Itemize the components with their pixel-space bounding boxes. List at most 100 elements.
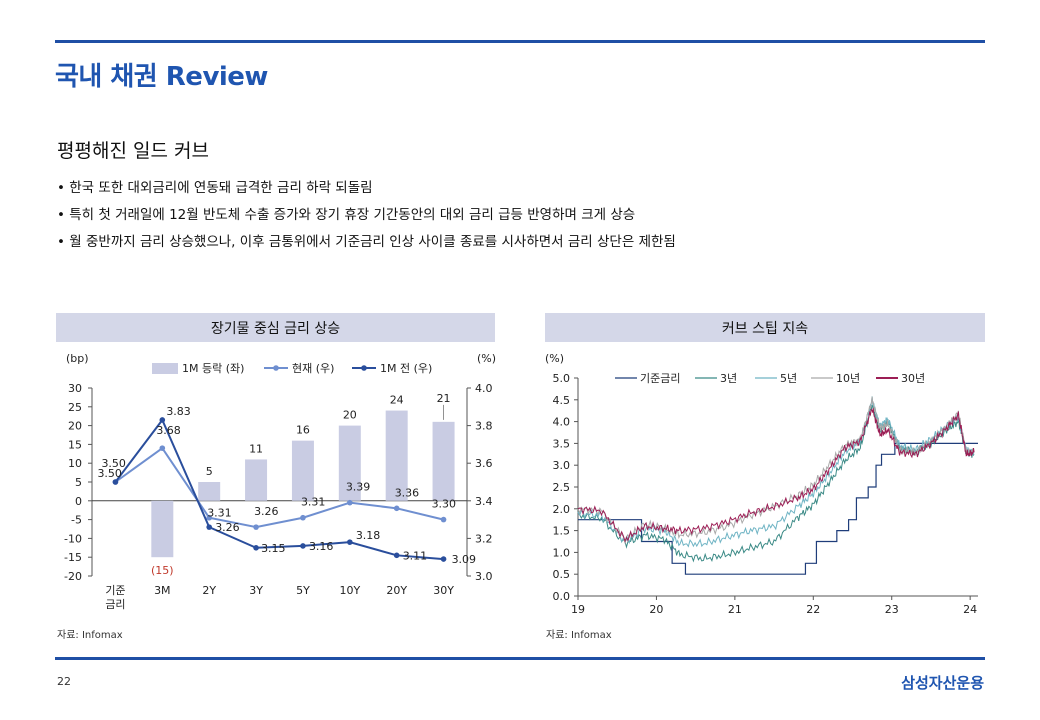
right-chart-header: 커브 스팁 지속 xyxy=(545,313,985,342)
series-point-1 xyxy=(440,516,447,523)
left-tick-label: -20 xyxy=(64,570,82,583)
left-chart-header: 장기물 중심 금리 상승 xyxy=(56,313,495,342)
series-point-2 xyxy=(112,479,119,485)
x-tick-label: 22 xyxy=(806,603,820,616)
x-tick-label: 23 xyxy=(885,603,899,616)
bar-data-label: 5 xyxy=(206,465,213,478)
left-chart-source: 자료: Infomax xyxy=(57,630,123,641)
legend-label-2: 5년 xyxy=(780,372,797,385)
current-data-label: 3.26 xyxy=(254,505,279,518)
current-data-label: 3.68 xyxy=(156,424,181,437)
legend-label-3: 10년 xyxy=(836,372,860,385)
left-tick-label: 5 xyxy=(75,476,82,489)
y-tick-label: 4.5 xyxy=(553,394,571,407)
bar-3 xyxy=(245,459,268,501)
series-line-4 xyxy=(577,408,975,543)
y-tick-label: 2.5 xyxy=(553,481,571,494)
left-chart: (bp) (%) -20 -15 -10 -5 0 5 10 15 20 25 30 3.0 3.2 3.4 3… xyxy=(64,352,496,611)
left-tick-label: -10 xyxy=(64,532,82,545)
left-tick-label: 25 xyxy=(68,401,82,414)
prev-data-label: 3.11 xyxy=(403,549,428,562)
y-tick-label: 1.0 xyxy=(553,546,571,559)
y-tick-label: 3.5 xyxy=(553,437,571,450)
x-tick-label: 20 xyxy=(649,603,663,616)
bar-5 xyxy=(338,425,361,501)
x-category-label: 30Y xyxy=(433,584,454,597)
x-category-label: 2Y xyxy=(202,584,216,597)
series-point-2 xyxy=(393,552,400,559)
series-point-2 xyxy=(440,556,447,562)
y-tick-label: 3.0 xyxy=(553,459,571,472)
series-point-2 xyxy=(206,524,212,530)
y-tick-label: 0.0 xyxy=(553,590,571,603)
series-line-1 xyxy=(114,446,444,529)
x-category-label: 3M xyxy=(154,584,171,597)
right-tick-label: 3.8 xyxy=(475,420,493,433)
right-chart: (%) 0.0 0.5 1.0 1.5 2.0 2.5 3.0 3.5 4.0 4.5 5.0 19 20… xyxy=(545,352,978,616)
x-category-label: 금리 xyxy=(105,598,125,611)
prev-data-label: 3.83 xyxy=(166,405,191,418)
x-tick-label: 21 xyxy=(728,603,742,616)
x-tick-label: 19 xyxy=(571,603,585,616)
y-tick-label: 2.0 xyxy=(553,503,571,516)
bar-4 xyxy=(291,440,314,501)
y-tick-label: 0.5 xyxy=(553,568,571,581)
page-title: 국내 채권 Review xyxy=(55,62,268,92)
y-tick-label: 1.5 xyxy=(553,525,571,538)
bar-data-label: 20 xyxy=(343,409,357,422)
right-axis-unit: (%) xyxy=(477,352,496,365)
bullet-list: 한국 또한 대외금리에 연동돼 급격한 금리 하락 되돌림 특히 첫 거래일에 … xyxy=(57,175,676,256)
bullet-item-1: 한국 또한 대외금리에 연동돼 급격한 금리 하락 되돌림 xyxy=(57,175,676,202)
left-tick-label: -5 xyxy=(71,514,82,527)
left-tick-label: 15 xyxy=(68,438,82,451)
right-chart-source: 자료: Infomax xyxy=(546,630,612,641)
legend-current-label: 현재 (우) xyxy=(292,362,334,375)
current-data-label: 3.30 xyxy=(432,498,457,511)
series-point-2 xyxy=(300,543,306,549)
prev-data-label: 3.50 xyxy=(97,467,122,480)
series-point-1 xyxy=(393,505,400,512)
series-point-2 xyxy=(347,539,353,545)
right-tick-label: 3.4 xyxy=(475,495,493,508)
bullet-item-3: 월 중반까지 금리 상승했으나, 이후 금통위에서 기준금리 인상 사이클 종료… xyxy=(57,229,676,256)
series-line-3 xyxy=(577,396,975,544)
current-data-label: 3.31 xyxy=(301,496,326,509)
bar-data-label: (15) xyxy=(151,564,174,577)
prev-data-label: 3.16 xyxy=(309,540,334,553)
legend-label-1: 3년 xyxy=(720,372,737,385)
series-point-1 xyxy=(300,514,306,521)
left-axis-unit: (bp) xyxy=(66,352,89,365)
left-tick-label: 0 xyxy=(75,495,82,508)
x-category-label: 5Y xyxy=(296,584,310,597)
bar-6 xyxy=(385,410,408,501)
current-data-label: 3.50 xyxy=(101,457,126,470)
series-point-1 xyxy=(253,524,259,530)
page-number: 22 xyxy=(57,675,71,688)
bar-2 xyxy=(198,482,221,501)
right-tick-label: 3.2 xyxy=(475,532,493,545)
right-tick-label: 3.0 xyxy=(475,570,493,583)
bar-data-label: 16 xyxy=(296,424,310,437)
prev-data-label: 3.09 xyxy=(452,553,477,566)
series-point-2 xyxy=(159,417,166,423)
x-category-label: 기준 xyxy=(105,584,125,597)
x-category-label: 10Y xyxy=(339,584,360,597)
left-tick-label: 20 xyxy=(68,420,82,433)
bar-data-label: 24 xyxy=(390,394,404,407)
x-category-label: 3Y xyxy=(249,584,263,597)
bottom-rule xyxy=(55,657,985,660)
legend-bar-swatch xyxy=(152,363,178,374)
current-data-label: 3.36 xyxy=(395,486,420,499)
series-point-1 xyxy=(206,514,212,521)
y-axis-unit: (%) xyxy=(545,352,564,365)
section-subtitle: 평평해진 일드 커브 xyxy=(57,140,209,162)
prev-data-label: 3.26 xyxy=(215,521,240,534)
x-tick-label: 24 xyxy=(963,603,977,616)
bar-data-label: 21 xyxy=(437,392,451,405)
series-line-2 xyxy=(577,396,975,548)
legend-prev-dot xyxy=(361,365,367,371)
bar-data-label: 11 xyxy=(249,442,263,455)
series-point-1 xyxy=(347,499,353,506)
series-line-policy-rate xyxy=(578,442,978,575)
legend-bar-label: 1M 등락 (좌) xyxy=(182,362,244,375)
